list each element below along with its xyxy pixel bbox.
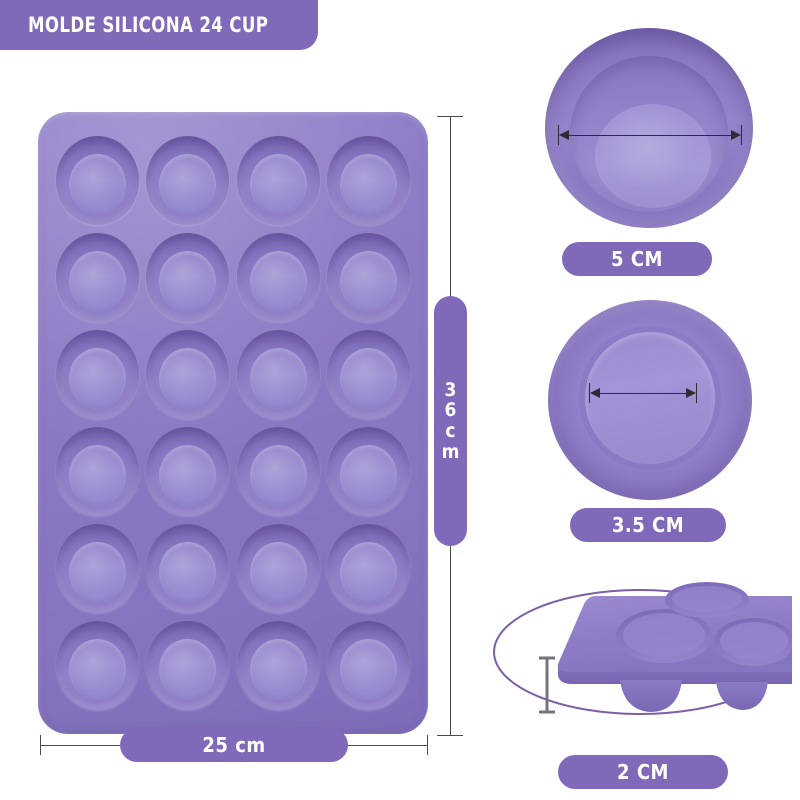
cup-grid xyxy=(54,134,412,712)
cup-top-base-disc xyxy=(594,104,712,208)
bottom-arrow-tick-right xyxy=(696,383,697,403)
cup-cell xyxy=(54,134,141,227)
cup-cell xyxy=(326,134,413,227)
bottom-arrow-tick-left xyxy=(589,383,590,403)
height-dim-line-upper xyxy=(450,116,451,296)
cup-cell xyxy=(235,522,322,615)
cup-top-view xyxy=(545,28,753,228)
title-banner: MOLDE SILICONA 24 CUP xyxy=(0,0,318,50)
cup-cell xyxy=(145,134,232,227)
height-dim-line-lower xyxy=(450,545,451,735)
height-dim-cap-bottom xyxy=(437,735,463,736)
cup-cell xyxy=(54,425,141,518)
top-arrow-head-right xyxy=(731,130,741,140)
cup-bottom-inner-disc xyxy=(584,332,716,464)
cup-cell xyxy=(235,134,322,227)
cup-cell xyxy=(235,328,322,421)
cup-cell xyxy=(235,619,322,712)
tray-illustration xyxy=(38,112,428,734)
cup-cell xyxy=(235,231,322,324)
cup-cell xyxy=(54,619,141,712)
cup-cell xyxy=(326,619,413,712)
tray-angle-view xyxy=(492,580,792,740)
top-arrow-head-left xyxy=(559,130,569,140)
width-dim-line-left xyxy=(40,745,120,746)
height-dimension-label: 3 6 c m xyxy=(434,296,467,546)
width-dim-cap-right xyxy=(427,735,428,755)
bottom-arrow-head-left xyxy=(590,388,600,398)
height-char-1: 3 xyxy=(444,378,457,401)
cup-cell xyxy=(145,328,232,421)
cup-cell xyxy=(326,522,413,615)
width-dim-line-right xyxy=(348,745,428,746)
height-char-3: c xyxy=(445,420,456,442)
height-char-2: 6 xyxy=(444,399,457,422)
cup-cell xyxy=(326,425,413,518)
top-arrow-tick-left xyxy=(558,125,559,145)
cup-cell xyxy=(145,231,232,324)
cup-cell xyxy=(54,522,141,615)
cup-depth-label: 2 CM xyxy=(558,755,728,789)
cup-cell xyxy=(326,231,413,324)
cup-bottom-diameter-label: 3.5 CM xyxy=(570,508,726,542)
cup-cell xyxy=(145,522,232,615)
top-arrow-line xyxy=(563,135,736,136)
bottom-arrow-line xyxy=(594,393,691,394)
height-char-4: m xyxy=(441,440,460,463)
cup-cell xyxy=(145,425,232,518)
cup-cell xyxy=(145,619,232,712)
cup-top-diameter-label: 5 CM xyxy=(562,242,712,276)
width-dimension-label: 25 cm xyxy=(120,728,348,762)
page-title: MOLDE SILICONA 24 CUP xyxy=(28,13,269,37)
cup-bottom-view xyxy=(548,300,752,500)
cup-cell xyxy=(54,231,141,324)
cup-cell xyxy=(54,328,141,421)
cup-cell xyxy=(235,425,322,518)
cup-cell xyxy=(326,328,413,421)
top-arrow-tick-right xyxy=(741,125,742,145)
bottom-arrow-head-right xyxy=(686,388,696,398)
